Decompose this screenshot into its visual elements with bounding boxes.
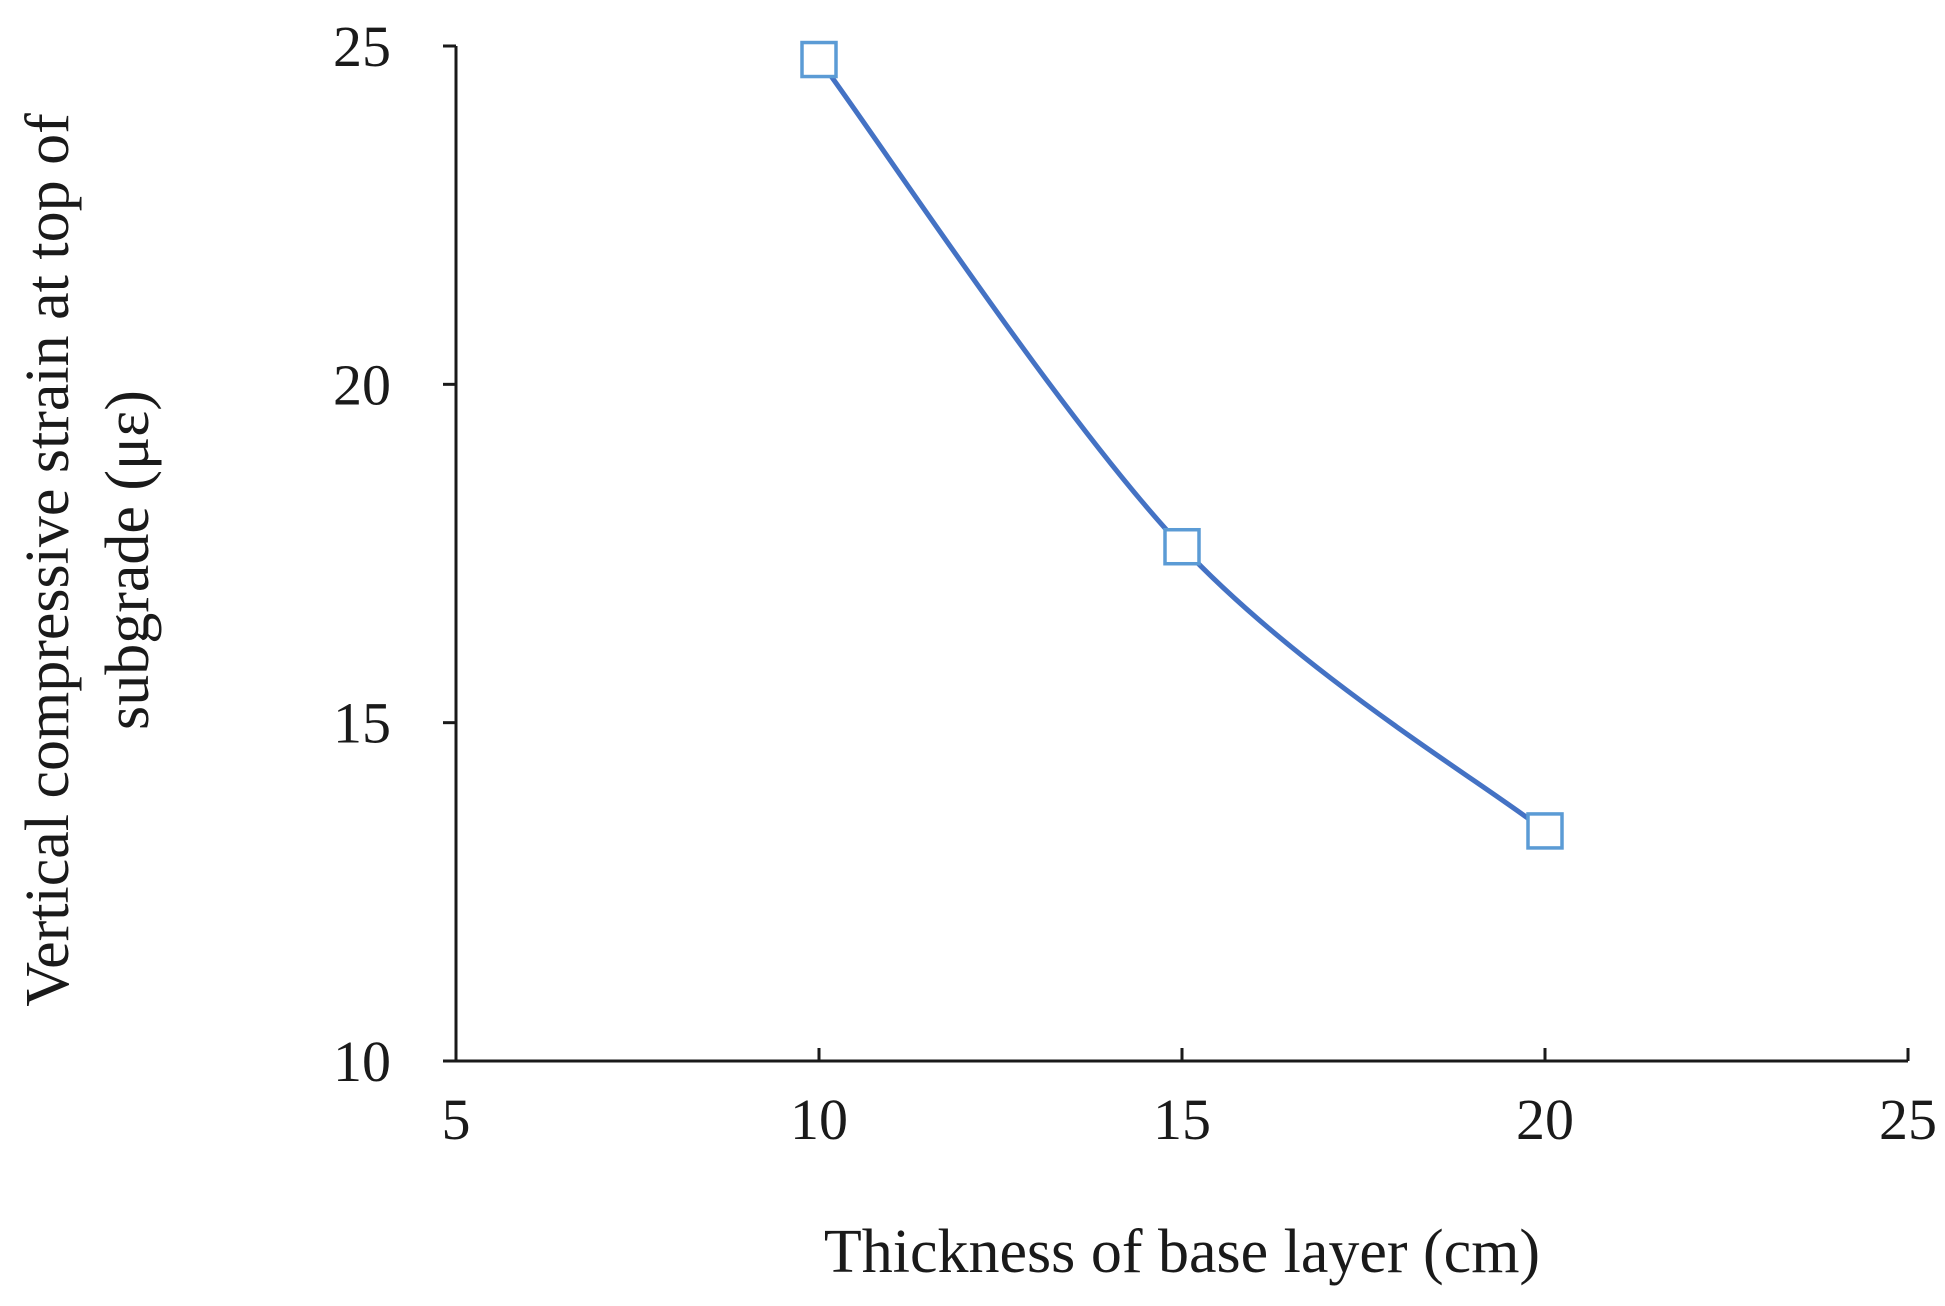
y-tick-label-15: 15	[333, 691, 391, 756]
x-tick-label-20: 20	[1516, 1087, 1574, 1152]
y-tick-label-20: 20	[333, 352, 391, 417]
plot-area: 10 15 20 25 5 10 15 20 25	[333, 14, 1937, 1152]
x-tick-label-25: 25	[1879, 1087, 1937, 1152]
data-point-10	[800, 40, 838, 79]
x-axis-title: Thickness of base layer (cm)	[824, 1218, 1540, 1286]
y-axis-title: Vertical compressive strain at top of su…	[14, 113, 162, 1007]
y-tick-label-25: 25	[333, 14, 391, 79]
y-axis-title-line-1: Vertical compressive strain at top of	[14, 113, 82, 1007]
x-ticks: 5 10 15 20 25	[442, 1048, 1937, 1152]
x-tick-label-15: 15	[1153, 1087, 1211, 1152]
series-layer	[800, 40, 1564, 850]
y-ticks: 10 15 20 25	[333, 14, 456, 1094]
y-axis-title-line-2: subgrade (με)	[94, 390, 162, 730]
x-tick-label-5: 5	[442, 1087, 471, 1152]
data-point-15	[1163, 527, 1201, 566]
series-line-0	[816, 57, 1548, 834]
data-point-20	[1526, 812, 1564, 850]
x-tick-label-10: 10	[790, 1087, 848, 1152]
y-tick-label-10: 10	[333, 1029, 391, 1094]
